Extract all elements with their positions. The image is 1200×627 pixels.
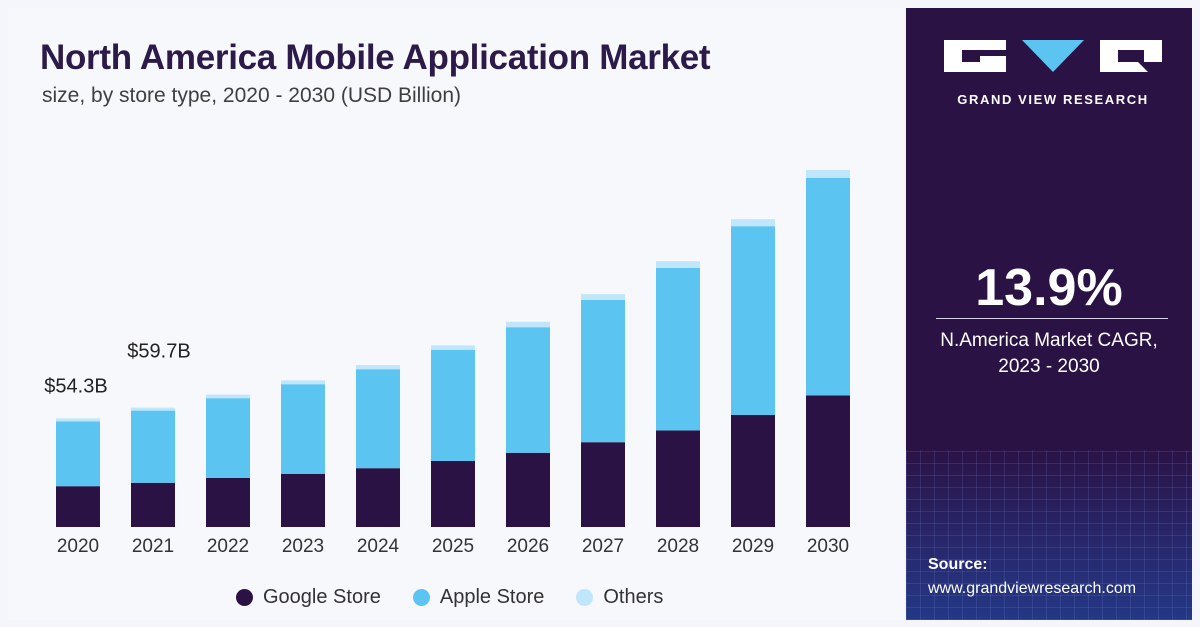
- bar-others-2028: [656, 261, 700, 268]
- bar-others-2027: [581, 294, 625, 300]
- bar-apple-store-2021: [131, 410, 175, 483]
- legend-label-others: Others: [603, 585, 664, 608]
- source-label: Source:: [928, 556, 988, 573]
- brand-name: GRAND VIEW RESEARCH: [957, 92, 1149, 107]
- x-tick-label-2027: 2027: [582, 536, 624, 557]
- bar-google-store-2025: [431, 461, 475, 527]
- gvr-logo-icon: GRAND VIEW RESEARCH: [942, 36, 1164, 116]
- cagr-value: 13.9%: [975, 259, 1123, 317]
- bar-google-store-2022: [206, 478, 250, 527]
- bar-others-2021: [131, 407, 175, 411]
- x-tick-label-2026: 2026: [507, 536, 549, 557]
- bar-apple-store-2020: [56, 421, 100, 487]
- bar-apple-store-2030: [806, 177, 850, 396]
- bar-google-store-2021: [131, 482, 175, 527]
- data-label-2020: $54.3B: [44, 375, 107, 397]
- bar-others-2023: [281, 380, 325, 385]
- bar-google-store-2027: [581, 442, 625, 527]
- source-url: www.grandviewresearch.com: [928, 580, 1137, 597]
- legend-swatch-apple-store: [412, 588, 430, 606]
- legend-label-google-store: Google Store: [263, 585, 381, 608]
- bar-apple-store-2022: [206, 398, 250, 478]
- x-tick-label-2028: 2028: [657, 536, 699, 557]
- chart-panel: North America Mobile Application Market …: [8, 8, 904, 620]
- data-label-2021: $59.7B: [127, 341, 190, 363]
- chart-legend: Google Store Apple Store Others: [236, 584, 663, 610]
- legend-label-apple-store: Apple Store: [439, 585, 545, 608]
- legend-item-apple-store: Apple Store: [412, 585, 545, 609]
- x-tick-label-2022: 2022: [207, 536, 249, 557]
- chart-subtitle: size, by store type, 2020 - 2030 (USD Bi…: [42, 84, 462, 107]
- bar-google-store-2026: [506, 452, 550, 527]
- x-tick-label-2029: 2029: [732, 536, 774, 557]
- gvr-logo-mark: [944, 40, 1162, 72]
- bar-others-2025: [431, 345, 475, 350]
- bar-apple-store-2028: [656, 268, 700, 431]
- bar-apple-store-2027: [581, 300, 625, 443]
- x-tick-label-2023: 2023: [282, 536, 324, 557]
- bar-apple-store-2023: [281, 384, 325, 474]
- bar-google-store-2030: [806, 395, 850, 527]
- bar-google-store-2029: [731, 415, 775, 527]
- x-tick-label-2025: 2025: [432, 536, 474, 557]
- cagr-label: N.America Market CAGR, 2023 - 2030: [906, 328, 1192, 380]
- x-tick-label-2020: 2020: [57, 536, 99, 557]
- bar-google-store-2020: [56, 486, 100, 527]
- bar-others-2030: [806, 170, 850, 178]
- bar-others-2026: [506, 321, 550, 328]
- legend-swatch-others: [576, 588, 594, 606]
- bar-google-store-2028: [656, 430, 700, 527]
- cagr-divider: [936, 318, 1168, 319]
- bar-others-2024: [356, 365, 400, 370]
- cagr-label-line2: 2023 - 2030: [998, 356, 1100, 377]
- bar-others-2029: [731, 219, 775, 227]
- stats-panel: GRAND VIEW RESEARCH 13.9% N.America Mark…: [906, 8, 1192, 620]
- x-tick-label-2021: 2021: [132, 536, 174, 557]
- legend-item-google-store: Google Store: [236, 586, 381, 609]
- bar-apple-store-2025: [431, 349, 475, 461]
- bar-apple-store-2029: [731, 226, 775, 415]
- bar-apple-store-2026: [506, 327, 550, 453]
- bar-apple-store-2024: [356, 369, 400, 469]
- x-tick-label-2030: 2030: [807, 536, 849, 557]
- stacked-bar-chart: 2020 2021 2022 2023 2024 2025 2026 2027 2028 2029…: [44, 170, 850, 557]
- legend-swatch-google-store: [236, 588, 253, 606]
- mesh-background: [906, 450, 1192, 620]
- bar-others-2020: [56, 418, 100, 422]
- mesh-grid-decoration: [906, 450, 1192, 620]
- bar-google-store-2023: [281, 473, 325, 527]
- cagr-label-line1: N.America Market CAGR,: [940, 330, 1158, 351]
- chart-title: North America Mobile Application Market: [40, 38, 711, 77]
- x-tick-label-2024: 2024: [357, 536, 400, 557]
- legend-item-others: Others: [576, 586, 663, 609]
- bar-others-2022: [206, 394, 250, 399]
- bar-google-store-2024: [356, 468, 400, 527]
